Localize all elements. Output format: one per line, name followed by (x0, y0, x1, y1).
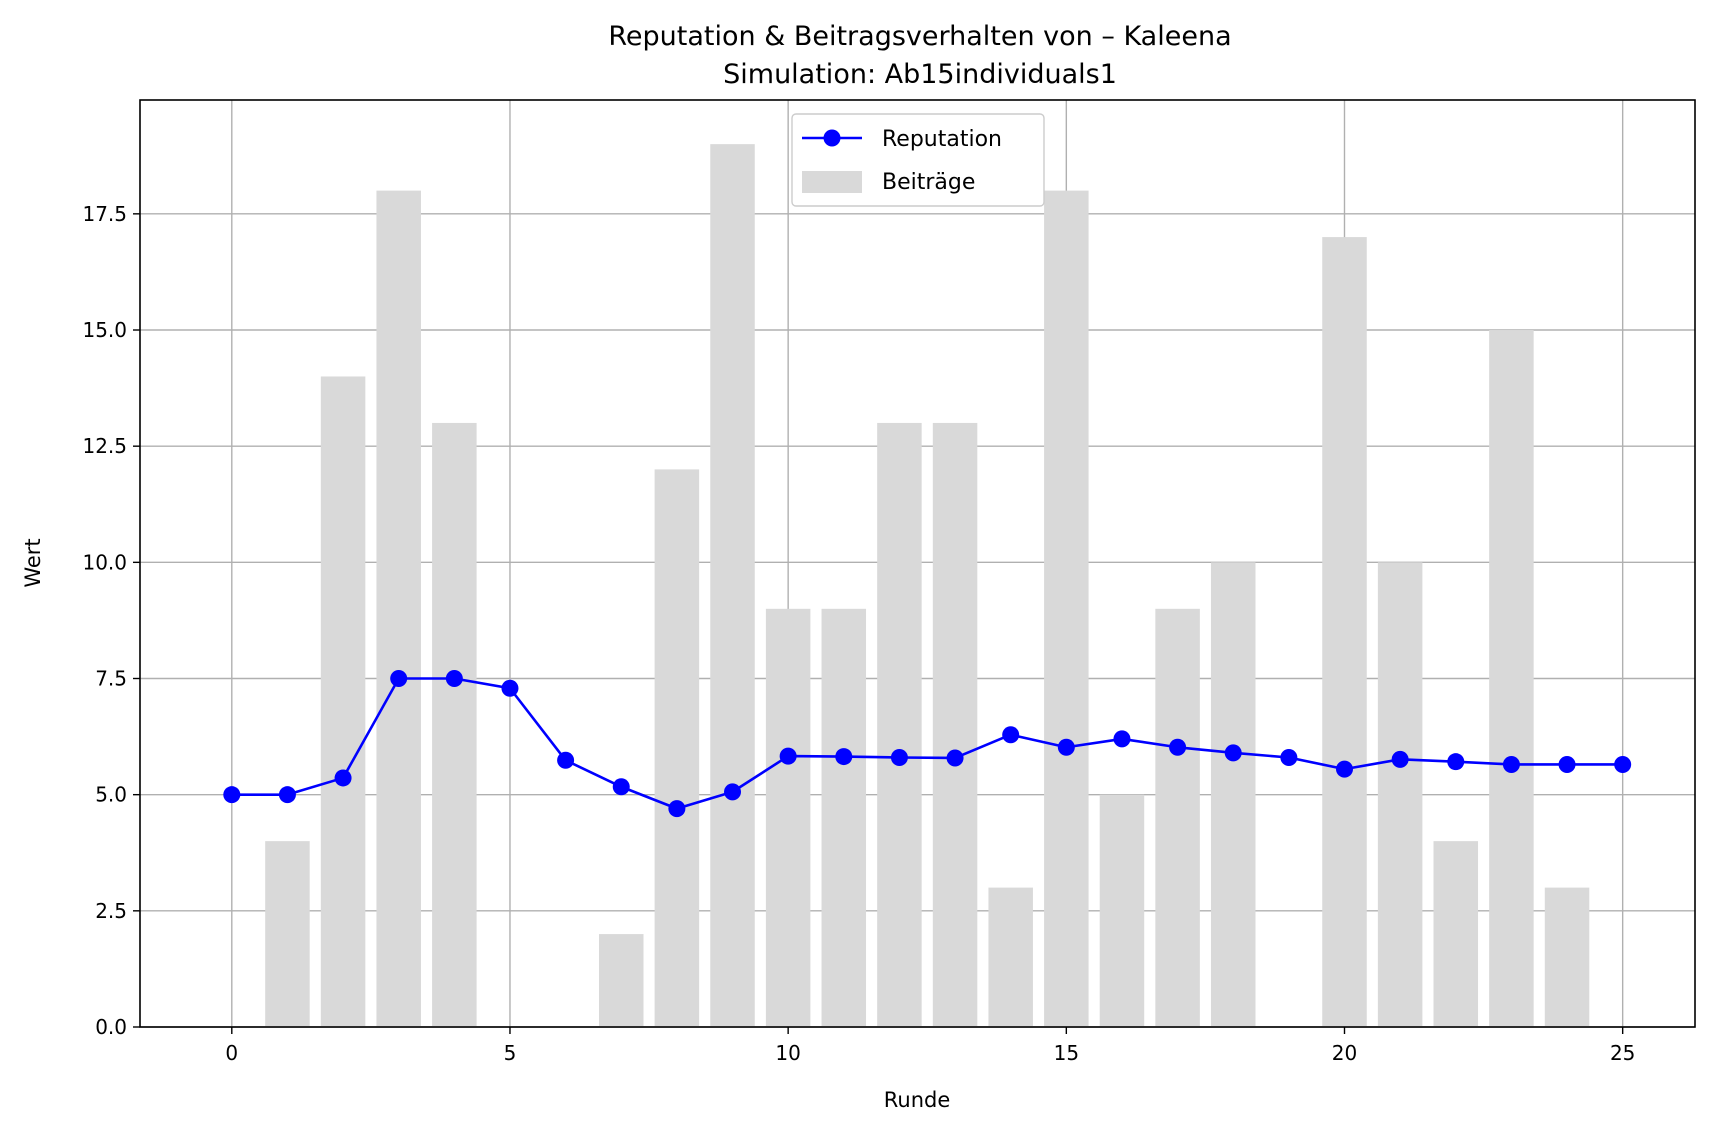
contribution-bar (1377, 562, 1423, 1027)
x-tick-label: 0 (225, 1041, 238, 1065)
reputation-point (946, 749, 964, 767)
contribution-bar (877, 422, 922, 1028)
x-tick-label: 25 (1610, 1041, 1635, 1065)
reputation-point (1614, 755, 1632, 773)
legend-contributions-swatch (802, 171, 862, 193)
reputation-point (223, 786, 241, 804)
y-tick-label: 5.0 (95, 783, 127, 807)
contribution-bar (265, 841, 310, 1027)
contribution-bar (1044, 190, 1089, 1028)
y-tick-label: 10.0 (82, 550, 127, 574)
contribution-bar (1489, 330, 1534, 1027)
legend-reputation-marker (823, 129, 841, 147)
legend-reputation-label: Reputation (882, 127, 1002, 152)
x-tick-label: 10 (775, 1041, 800, 1065)
x-axis-ticks: 0 5 10 15 20 25 (225, 1027, 1635, 1065)
reputation-point (668, 800, 686, 818)
reputation-point (557, 751, 575, 769)
contribution-bar (376, 190, 421, 1028)
reputation-point (1558, 755, 1576, 773)
contribution-bar (598, 934, 644, 1027)
contribution-bar (1322, 237, 1367, 1027)
reputation-point (1280, 748, 1298, 766)
x-tick-label: 15 (1054, 1041, 1079, 1065)
y-axis-ticks: 0.0 2.5 5.0 7.5 10.0 12.5 15.0 17.5 (82, 202, 140, 1039)
contribution-bar (932, 422, 978, 1028)
reputation-point (835, 748, 853, 766)
reputation-point (1335, 760, 1353, 778)
chart-subtitle: Simulation: Ab15individuals1 (723, 59, 1117, 90)
contribution-bar (821, 608, 867, 1027)
reputation-point (612, 778, 630, 796)
contribution-bar (710, 144, 755, 1028)
x-tick-label: 20 (1332, 1041, 1357, 1065)
contribution-bar (320, 376, 366, 1027)
contribution-bar (1544, 887, 1590, 1027)
contribution-bar (988, 887, 1033, 1027)
reputation-point (1502, 755, 1520, 773)
y-tick-label: 0.0 (95, 1015, 127, 1039)
reputation-line (231, 677, 1623, 810)
y-tick-label: 2.5 (95, 899, 127, 923)
reputation-point (445, 670, 463, 688)
x-axis-label: Runde (884, 1088, 951, 1112)
y-tick-label: 12.5 (82, 434, 127, 458)
reputation-point (1057, 738, 1075, 756)
contribution-bar (1155, 608, 1200, 1027)
axes-frame (139, 99, 1696, 1028)
chart-title: Reputation & Beitragsverhalten von – Kal… (608, 21, 1231, 52)
reputation-point (1002, 726, 1020, 744)
contribution-bar (1210, 562, 1256, 1027)
reputation-point (1113, 730, 1131, 748)
y-tick-label: 15.0 (82, 318, 127, 342)
x-tick-label: 5 (504, 1041, 517, 1065)
reputation-point (724, 783, 742, 801)
reputation-point (278, 786, 296, 804)
legend: Reputation Beiträge (791, 113, 1045, 207)
contribution-bars (265, 144, 1590, 1028)
reputation-series (223, 670, 1632, 818)
reputation-point (1224, 744, 1242, 762)
contribution-bar (1099, 794, 1145, 1027)
reputation-point (1169, 738, 1187, 756)
reputation-point (390, 670, 408, 688)
reputation-point (1391, 750, 1409, 768)
y-axis-label: Wert (21, 538, 45, 587)
reputation-point (1447, 753, 1465, 771)
y-tick-label: 7.5 (95, 667, 127, 691)
contribution-bar (432, 422, 477, 1028)
contribution-bar (765, 608, 811, 1027)
contribution-bar (1433, 841, 1479, 1027)
legend-contributions-label: Beiträge (882, 170, 975, 195)
y-tick-label: 17.5 (82, 202, 127, 226)
reputation-point (501, 679, 519, 697)
reputation-point (890, 748, 908, 766)
reputation-point (779, 747, 797, 765)
contribution-bar (654, 469, 700, 1027)
reputation-point (334, 769, 352, 787)
